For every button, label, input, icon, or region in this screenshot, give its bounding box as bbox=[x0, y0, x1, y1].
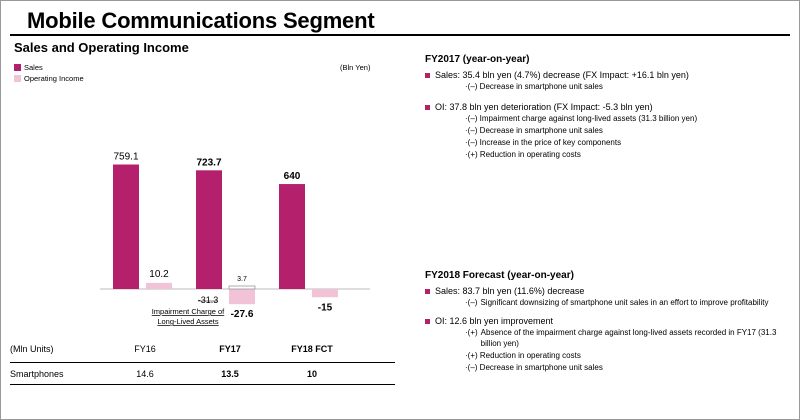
impairment-label-2: Long-Lived Assets bbox=[157, 317, 219, 326]
oi-label-2: -15 bbox=[318, 302, 333, 313]
fy2017-heading: FY2017 (year-on-year) bbox=[425, 54, 530, 65]
sales-bar-1 bbox=[196, 170, 222, 289]
fy2017-oi-text: OI: 37.8 bln yen deterioration (FX Impac… bbox=[435, 102, 653, 112]
sales-bar-2 bbox=[279, 184, 305, 289]
fy2018-oi-sub-1-prefix: ·(+) bbox=[465, 328, 478, 337]
legend-swatch-oi bbox=[14, 75, 21, 82]
oi-bar-0 bbox=[146, 282, 172, 289]
oi-bar-1 bbox=[229, 289, 255, 305]
fy2018-oi-text: OI: 12.6 bln yen improvement bbox=[435, 316, 554, 326]
sales-label-1: 723.7 bbox=[196, 157, 221, 168]
fy2017-oi-sub-1: ·(–) Impairment charge against long-live… bbox=[465, 114, 698, 123]
bullet-icon bbox=[425, 73, 430, 78]
fy2018-sales-text: Sales: 83.7 bln yen (11.6%) decrease bbox=[435, 286, 585, 296]
table-cell-fy18: 10 bbox=[306, 369, 317, 379]
oi-label-1: -27.6 bbox=[231, 309, 254, 320]
impairment-value: -31.3 bbox=[198, 295, 219, 305]
fy2018-sales-sub: ·(–) Significant downsizing of smartphon… bbox=[465, 297, 785, 308]
title-rule bbox=[10, 34, 790, 36]
table-cell-fy17: 13.5 bbox=[221, 369, 239, 379]
sales-label-0: 759.1 bbox=[113, 152, 138, 163]
legend-swatch-sales bbox=[14, 64, 21, 71]
oi-fy17-excl-bar bbox=[228, 285, 256, 290]
page-title: Mobile Communications Segment bbox=[27, 8, 375, 33]
fy2018-oi-sub-2: ·(+) Reduction in operating costs bbox=[465, 351, 581, 360]
fy2017-oi-sub-3: ·(–) Increase in the price of key compon… bbox=[465, 138, 622, 147]
unit-label: (Bln Yen) bbox=[340, 63, 371, 72]
fy2018-sales-sub-prefix: ·(–) bbox=[465, 298, 478, 307]
fy2018-oi-sub-1: ·(+) Absence of the impairment charge ag… bbox=[465, 327, 785, 349]
bullet-icon bbox=[425, 105, 430, 110]
table-header-fy16: FY16 bbox=[134, 344, 156, 354]
legend-label-oi: Operating Income bbox=[24, 74, 84, 83]
table-bottom-rule bbox=[10, 384, 395, 385]
table-row: Smartphones 14.6 13.5 10 bbox=[10, 365, 395, 383]
impairment-label-1: Impairment Charge of bbox=[152, 307, 225, 316]
table-cell-label: Smartphones bbox=[10, 369, 64, 379]
legend-label-sales: Sales bbox=[24, 63, 43, 72]
fy2017-oi-sub-4: ·(+) Reduction in operating costs bbox=[465, 150, 581, 159]
table-cell-fy16: 14.6 bbox=[136, 369, 154, 379]
chart-legend: Sales Operating Income bbox=[14, 62, 84, 84]
fy2017-block: FY2017 (year-on-year) Sales: 35.4 bln ye… bbox=[425, 54, 785, 160]
fy2017-sales-bullet: Sales: 35.4 bln yen (4.7%) decrease (FX … bbox=[425, 70, 785, 80]
table-divider bbox=[10, 362, 395, 363]
fy2017-sales-text: Sales: 35.4 bln yen (4.7%) decrease (FX … bbox=[435, 70, 689, 80]
oi-label-0: 10.2 bbox=[149, 269, 169, 280]
table-header-fy18: FY18 FCT bbox=[291, 344, 333, 354]
fy2018-oi-sub-1-text: Absence of the impairment charge against… bbox=[480, 328, 777, 348]
fy2017-oi-bullet: OI: 37.8 bln yen deterioration (FX Impac… bbox=[425, 102, 785, 112]
table-header-fy17: FY17 bbox=[219, 344, 241, 354]
sales-oi-chart: 759.1 10.2 723.7 -27.6 640 -15 3.7 -31.3 Impairm… bbox=[100, 152, 370, 326]
oi-fy17-excl-label: 3.7 bbox=[237, 276, 247, 283]
table-header-unit: (Mln Units) bbox=[10, 344, 54, 354]
legend-item-oi: Operating Income bbox=[14, 73, 84, 84]
fy2018-sales-bullet: Sales: 83.7 bln yen (11.6%) decrease bbox=[425, 286, 785, 296]
sales-bar-0 bbox=[113, 164, 139, 289]
fy2017-oi-sub-2: ·(–) Decrease in smartphone unit sales bbox=[465, 126, 603, 135]
fy2018-oi-sub-3: ·(–) Decrease in smartphone unit sales bbox=[465, 363, 603, 372]
fy2018-heading: FY2018 Forecast (year-on-year) bbox=[425, 270, 574, 281]
bullet-icon bbox=[425, 319, 430, 324]
fy2018-sales-sub-text: Significant downsizing of smartphone uni… bbox=[480, 298, 769, 307]
legend-item-sales: Sales bbox=[14, 62, 84, 73]
sales-label-2: 640 bbox=[284, 171, 301, 182]
fy2017-sales-sub: ·(–) Decrease in smartphone unit sales bbox=[465, 82, 603, 91]
fy2018-block: FY2018 Forecast (year-on-year) Sales: 83… bbox=[425, 270, 785, 373]
oi-bar-2 bbox=[312, 289, 338, 298]
table-header-row: (Mln Units) FY16 FY17 FY18 FCT bbox=[10, 340, 395, 358]
bullet-icon bbox=[425, 289, 430, 294]
section-title: Sales and Operating Income bbox=[14, 40, 189, 55]
fy2018-oi-bullet: OI: 12.6 bln yen improvement bbox=[425, 316, 785, 326]
